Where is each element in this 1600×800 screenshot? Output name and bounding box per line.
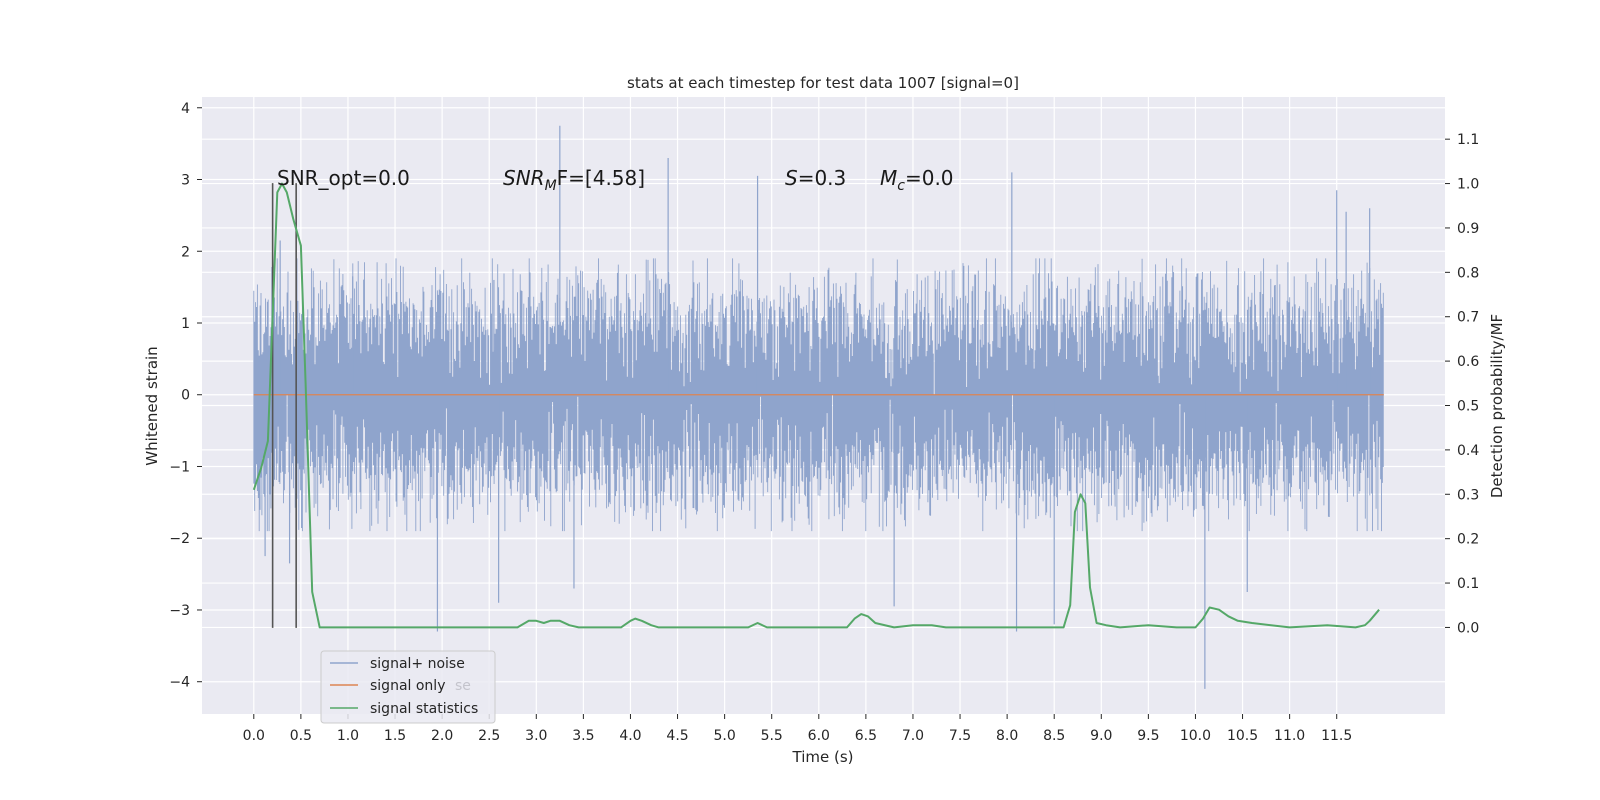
- y2-tick-label: 0.0: [1457, 620, 1479, 636]
- annotation-mc: Mc=0.0: [880, 166, 954, 194]
- x-tick-label: 4.0: [619, 728, 641, 744]
- legend-label-signal-statistics: signal statistics: [370, 701, 478, 717]
- chart-title: stats at each timestep for test data 100…: [627, 74, 1019, 92]
- annotation-snr-mf-value: F=[4.58]: [557, 166, 645, 190]
- legend-label-signal-only: signal only: [370, 678, 445, 694]
- y2-axis-label: Detection probability/MF: [1488, 314, 1506, 498]
- x-tick-label: 7.0: [902, 728, 924, 744]
- x-tick-label: 6.0: [808, 728, 830, 744]
- x-tick-label: 1.5: [384, 728, 406, 744]
- x-tick-label: 1.0: [337, 728, 359, 744]
- annotation-mc-subscript: c: [897, 178, 905, 194]
- annotation-mc-value: =0.0: [905, 166, 954, 190]
- x-tick-label: 2.0: [431, 728, 453, 744]
- y2-tick-label: 0.6: [1457, 354, 1479, 370]
- annotation-mc-symbol: M: [880, 166, 897, 190]
- legend: se signal+ noise signal only signal stat…: [320, 650, 496, 724]
- x-tick-label: 0.0: [243, 728, 265, 744]
- y2-tick-label: 0.2: [1457, 532, 1479, 548]
- legend-ghost-text: se: [455, 678, 471, 694]
- series-signal-noise: [253, 125, 1384, 689]
- y2-tick-label: 1.1: [1457, 132, 1479, 148]
- y-tick-label: −2: [169, 531, 190, 547]
- y2-tick-label: 0.1: [1457, 576, 1479, 592]
- annotation-snr-opt: SNR_opt=0.0: [277, 166, 410, 190]
- y2-tick-label: 0.3: [1457, 487, 1479, 503]
- x-tick-label: 8.0: [996, 728, 1018, 744]
- y2-tick-label: 0.9: [1457, 221, 1479, 237]
- y-tick-label: 2: [181, 244, 190, 260]
- x-tick-label: 11.0: [1274, 728, 1305, 744]
- x-tick-label: 4.5: [666, 728, 688, 744]
- legend-label-signal-noise: signal+ noise: [370, 656, 465, 672]
- x-tick-label: 5.5: [761, 728, 783, 744]
- x-axis-ticks: 0.0 0.5 1.0 1.5 2.0 2.5 3.0 3.5 4.0 4.5 5.0 5.5 6.0 6…: [243, 714, 1352, 744]
- annotation-snr-mf-symbol: SNR: [503, 166, 545, 190]
- annotation-s: S=0.3: [785, 166, 846, 190]
- annotations: SNR_opt=0.0 SNRMF=[4.58] S=0.3 Mc=0.0: [277, 166, 954, 194]
- x-tick-label: 11.5: [1321, 728, 1352, 744]
- y-tick-label: −1: [169, 459, 190, 475]
- y2-tick-label: 1.0: [1457, 177, 1479, 193]
- annotation-s-symbol: S: [785, 166, 798, 190]
- x-tick-label: 6.5: [855, 728, 877, 744]
- annotation-snr-mf: SNRMF=[4.58]: [503, 166, 645, 194]
- y2-tick-label: 0.4: [1457, 443, 1479, 459]
- x-tick-label: 8.5: [1043, 728, 1065, 744]
- y-tick-label: −3: [169, 603, 190, 619]
- x-tick-label: 10.0: [1180, 728, 1211, 744]
- x-tick-label: 5.0: [713, 728, 735, 744]
- x-tick-label: 9.5: [1137, 728, 1159, 744]
- x-tick-label: 0.5: [290, 728, 312, 744]
- y-tick-label: −4: [169, 675, 190, 691]
- x-tick-label: 9.0: [1090, 728, 1112, 744]
- x-tick-label: 7.5: [949, 728, 971, 744]
- y-tick-label: 1: [181, 316, 190, 332]
- y-tick-label: 0: [181, 388, 190, 404]
- x-tick-label: 2.5: [478, 728, 500, 744]
- x-tick-label: 10.5: [1227, 728, 1258, 744]
- y2-tick-label: 0.7: [1457, 310, 1479, 326]
- y2-tick-label: 0.8: [1457, 265, 1479, 281]
- x-tick-label: 3.0: [525, 728, 547, 744]
- y-axis-ticks: 4 3 2 1 0 −1 −2 −3 −4: [169, 101, 202, 691]
- y-tick-label: 4: [181, 101, 190, 117]
- x-tick-label: 3.5: [572, 728, 594, 744]
- signal-statistics-line: [252, 182, 1380, 629]
- y2-tick-label: 0.5: [1457, 399, 1479, 415]
- y2-axis-ticks: 1.1 1.0 0.9 0.8 0.7 0.6 0.5 0.4 0.3 0.2 0.1 0.0: [1445, 132, 1479, 636]
- marker-lines: [271, 183, 297, 628]
- annotation-s-value: =0.3: [798, 166, 847, 190]
- annotation-snr-mf-subscript: M: [545, 178, 557, 194]
- y-tick-label: 3: [181, 173, 190, 189]
- legend-box: [320, 650, 496, 724]
- y-axis-label: Whitened strain: [143, 346, 161, 465]
- x-axis-label: Time (s): [792, 748, 854, 766]
- series-signal-statistics: [252, 182, 1380, 629]
- noise-band: [253, 258, 1384, 532]
